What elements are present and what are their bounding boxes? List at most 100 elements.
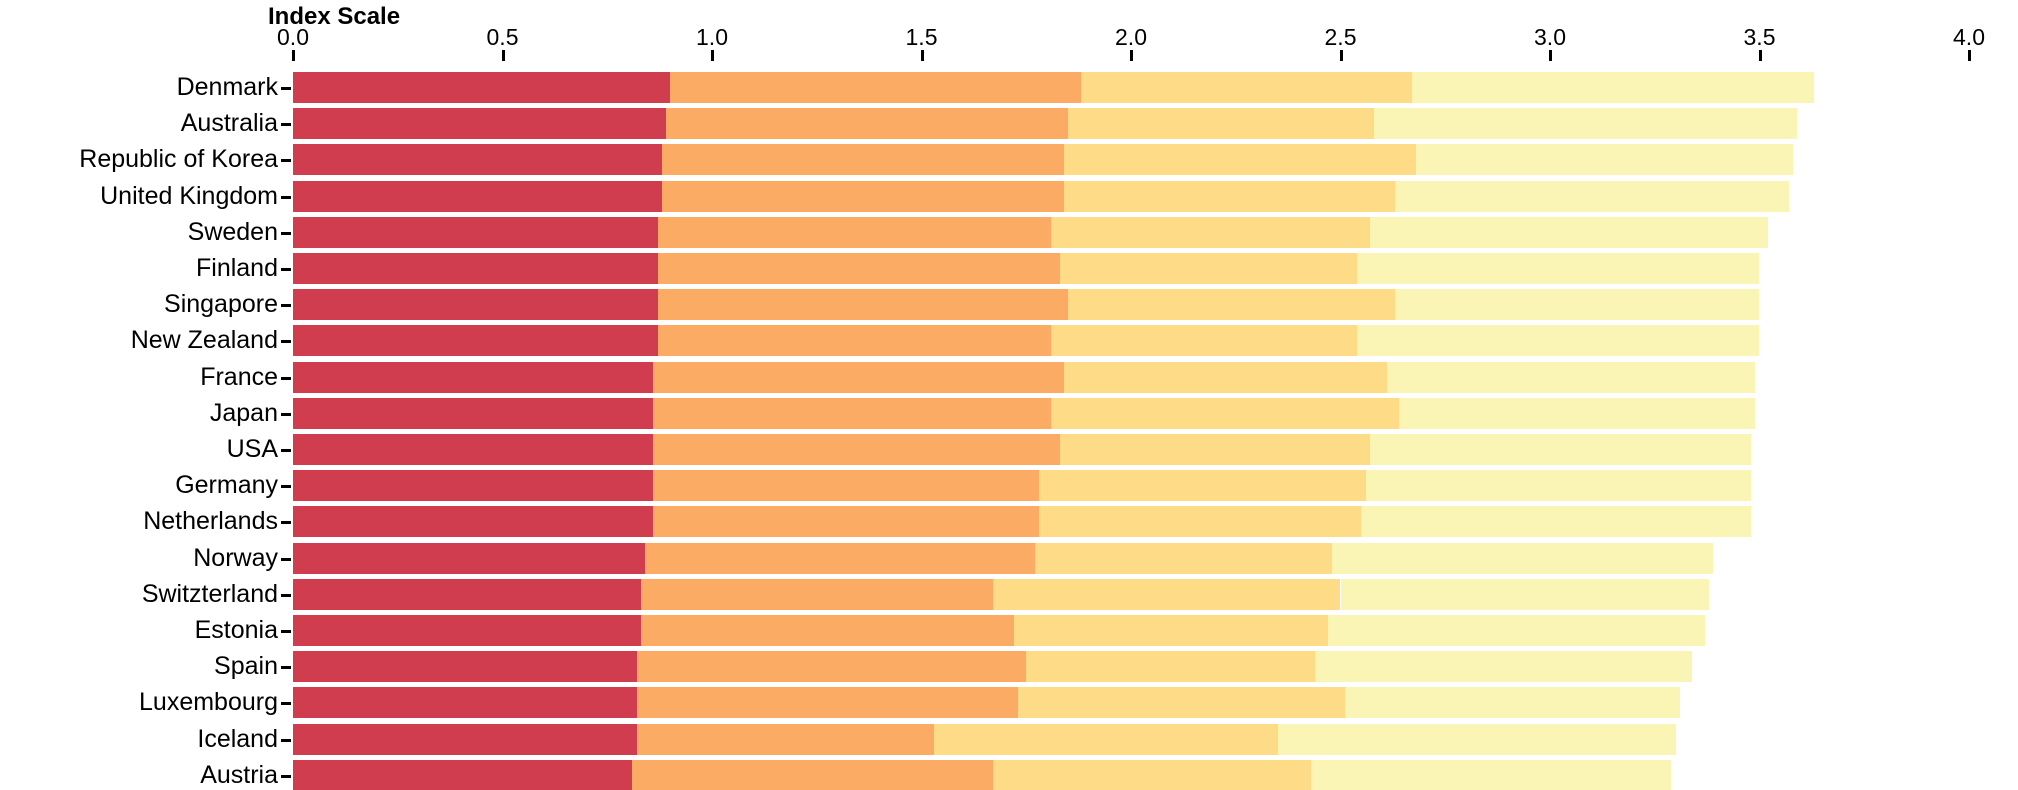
bar-row: Singapore (0, 289, 2018, 321)
bar-segment-segment-1-red (293, 506, 654, 538)
bar-segment-segment-4-pale-yellow (1399, 397, 1756, 429)
bar-segment-segment-2-orange (653, 506, 1039, 538)
bar-segment-segment-2-orange (644, 542, 1035, 574)
bar-segment-segment-3-light-orange (1068, 289, 1395, 321)
bar-segment-segment-2-orange (653, 434, 1060, 465)
y-tick-mark (281, 376, 291, 380)
bar-segment-segment-4-pale-yellow (1357, 253, 1760, 284)
bar-row: Sweden (0, 216, 2018, 248)
bar-segment-segment-3-light-orange (992, 578, 1341, 610)
bar-segment-segment-1-red (293, 470, 654, 502)
bar-segment-segment-3-light-orange (934, 723, 1278, 755)
bar-segment-segment-3-light-orange (1051, 216, 1370, 248)
bar-segment-segment-2-orange (636, 651, 1027, 683)
x-tick-label-3.5: 3.5 (1743, 24, 1776, 50)
bar-segment-segment-3-light-orange (1059, 253, 1358, 284)
bar-segment-segment-4-pale-yellow (1344, 687, 1680, 719)
x-tick-mark (1758, 50, 1762, 61)
country-label: Denmark (176, 73, 278, 101)
bar-segment-segment-2-orange (657, 325, 1052, 357)
y-tick-mark (281, 87, 291, 90)
bar-row: Norway (0, 542, 2018, 574)
bar-row: Netherlands (0, 506, 2018, 538)
bar-segment-segment-1-red (293, 542, 645, 574)
bar-segment-segment-4-pale-yellow (1415, 144, 1793, 176)
bar-segment-segment-2-orange (636, 723, 935, 755)
y-tick-mark (281, 738, 291, 742)
bar-segment-segment-4-pale-yellow (1411, 72, 1814, 103)
bar-segment-segment-2-orange (632, 759, 993, 790)
x-tick-label-2.5: 2.5 (1324, 24, 1357, 50)
x-tick-label-3.0: 3.0 (1534, 24, 1566, 50)
bar-segment-segment-3-light-orange (1063, 361, 1387, 393)
bar-segment-segment-1-red (293, 723, 637, 755)
country-label: United Kingdom (100, 181, 278, 210)
bar-segment-segment-3-light-orange (1013, 615, 1328, 646)
x-tick-label-0.0: 0.0 (277, 24, 309, 50)
bar-segment-segment-2-orange (636, 687, 1018, 719)
country-label: USA (226, 435, 278, 463)
bar-row: Denmark (0, 72, 2018, 103)
bar-segment-segment-4-pale-yellow (1311, 759, 1672, 790)
bar-segment-segment-1-red (293, 253, 658, 284)
bar-segment-segment-4-pale-yellow (1365, 470, 1752, 502)
bar-segment-segment-2-orange (661, 180, 1064, 212)
country-label: Switzterland (141, 579, 278, 608)
bar-row: Switzterland (0, 578, 2018, 610)
bar-row: Australia (0, 108, 2018, 140)
x-tick-mark (501, 50, 505, 61)
bar-row: New Zealand (0, 325, 2018, 357)
y-tick-mark (281, 557, 291, 561)
bar-segment-segment-3-light-orange (1017, 687, 1345, 719)
bar-row: Republic of Korea (0, 144, 2018, 176)
country-label: Japan (209, 398, 278, 427)
bar-segment-segment-3-light-orange (1038, 470, 1366, 502)
y-tick-mark (281, 304, 291, 308)
bar-segment-segment-1-red (293, 216, 658, 248)
bar-segment-segment-3-light-orange (1051, 325, 1358, 357)
bar-segment-segment-1-red (293, 180, 662, 212)
bar-segment-segment-3-light-orange (992, 759, 1312, 790)
bar-segment-segment-2-orange (640, 615, 1014, 646)
bar-segment-segment-1-red (293, 144, 662, 176)
y-tick-mark (281, 521, 291, 525)
x-tick-label-1.5: 1.5 (905, 24, 938, 50)
y-tick-mark (281, 195, 291, 199)
bar-segment-segment-1-red (293, 578, 641, 610)
axis-title: Index Scale (268, 3, 401, 30)
bar-row: Estonia (0, 615, 2018, 646)
bar-segment-segment-4-pale-yellow (1386, 361, 1756, 393)
y-tick-mark (281, 412, 291, 416)
bar-segment-segment-1-red (293, 687, 637, 719)
bar-segment-segment-1-red (293, 289, 658, 321)
bar-segment-segment-4-pale-yellow (1361, 506, 1752, 538)
y-tick-mark (281, 774, 291, 778)
bar-segment-segment-2-orange (670, 72, 1081, 103)
country-label: Spain (214, 652, 278, 681)
country-label: Luxembourg (139, 688, 278, 717)
bar-segment-segment-4-pale-yellow (1369, 434, 1752, 465)
country-label: Sweden (187, 217, 278, 246)
x-tick-mark (1968, 50, 1971, 61)
y-tick-mark (281, 485, 291, 489)
bar-segment-segment-2-orange (661, 144, 1064, 176)
bar-segment-segment-1-red (293, 615, 641, 646)
country-label: Finland (196, 254, 278, 282)
country-label: Australia (180, 109, 278, 138)
bar-segment-segment-4-pale-yellow (1357, 325, 1760, 357)
bar-segment-segment-2-orange (640, 578, 993, 610)
bar-row: Spain (0, 651, 2018, 683)
bar-row: Iceland (0, 723, 2018, 755)
bar-segment-segment-3-light-orange (1051, 397, 1400, 429)
bar-row: Germany (0, 470, 2018, 502)
y-tick-mark (281, 159, 291, 163)
bar-segment-segment-1-red (293, 759, 633, 790)
bar-segment-segment-3-light-orange (1063, 144, 1416, 176)
bar-segment-segment-4-pale-yellow (1277, 723, 1676, 755)
bar-segment-segment-2-orange (653, 361, 1064, 393)
x-tick-label-4.0: 4.0 (1953, 24, 1985, 50)
x-tick-label-0.5: 0.5 (486, 24, 519, 50)
country-label: Iceland (197, 724, 278, 753)
bar-segment-segment-2-orange (657, 216, 1052, 248)
